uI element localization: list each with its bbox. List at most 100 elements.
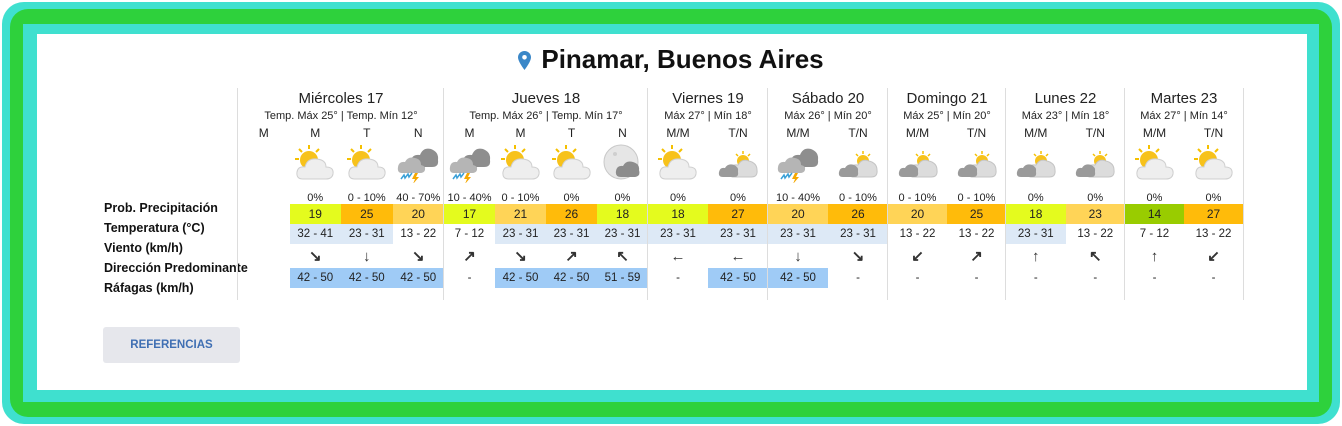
period-slot: T/N 0 - 10% 25 13 - 22 ↗ - (947, 124, 1006, 288)
gust-value: - (1033, 272, 1038, 284)
gust-value: 42 - 50 (289, 268, 341, 288)
period-label: T/N (1203, 126, 1224, 140)
wind-value: 13 - 22 (1195, 228, 1232, 240)
precip-value: 0 - 10% (501, 192, 540, 204)
day-column: Viernes 19 Máx 27° | Mín 18° M/M 0% 18 2… (647, 88, 768, 300)
gust-value: - (467, 272, 472, 284)
period-label: M (464, 126, 475, 140)
wind-direction-arrow-icon: ← (670, 248, 686, 265)
temp-value: 25 (947, 204, 1006, 224)
day-temps: Máx 27° | Mín 14° (1140, 110, 1228, 122)
weather-cloudy-sun-icon (1014, 143, 1058, 183)
period-label: M/M (905, 126, 930, 140)
wind-value: 23 - 31 (495, 224, 546, 244)
gust-value: 42 - 50 (495, 268, 546, 288)
day-name: Jueves 18 (511, 90, 581, 107)
temp-value: 25 (341, 204, 393, 224)
weather-storm-icon (396, 143, 440, 183)
period-label: T/N (728, 126, 748, 140)
wind-direction-arrow-icon: ↓ (794, 248, 802, 265)
weather-sun-cloud-icon (550, 143, 594, 183)
period-slot: T/N 0% 23 13 - 22 ↖ - (1065, 124, 1125, 288)
wind-direction-arrow-icon: ↑ (1032, 248, 1040, 265)
weather-sun-cloud-icon (499, 143, 543, 183)
precip-value: 0% (670, 192, 686, 204)
gust-value: - (676, 272, 680, 284)
wind-direction-arrow-icon: ↓ (363, 248, 371, 265)
precip-value: 0% (730, 192, 746, 204)
period-label: M (258, 126, 269, 140)
precip-value: 0% (1146, 192, 1163, 204)
day-column: Miércoles 17 Temp. Máx 25° | Temp. Mín 1… (237, 88, 444, 300)
temp-value: 18 (1006, 204, 1066, 224)
references-button[interactable]: REFERENCIAS (103, 327, 240, 363)
gust-value: - (915, 272, 920, 284)
label-gusts: Ráfagas (km/h) (104, 281, 194, 295)
precip-value: 10 - 40% (447, 192, 492, 204)
wind-value: 23 - 31 (546, 224, 597, 244)
period-slot: T/N 0% 27 13 - 22 ↙ - (1184, 124, 1243, 288)
precip-value: 0% (1087, 192, 1104, 204)
temp-value: 23 (1065, 204, 1125, 224)
temp-value: 26 (828, 204, 888, 224)
temp-value (238, 204, 290, 224)
precip-value: 0 - 10% (957, 192, 996, 204)
wind-direction-arrow-icon: ↖ (616, 248, 629, 265)
day-column: Domingo 21 Máx 25° | Mín 20° M/M 0 - 10%… (887, 88, 1006, 300)
page-title: Pinamar, Buenos Aires (0, 44, 1342, 75)
wind-direction-arrow-icon: ← (730, 248, 746, 265)
day-column: Sábado 20 Máx 26° | Mín 20° M/M 10 - 40%… (767, 88, 888, 300)
wind-direction-arrow-icon: ↘ (851, 248, 865, 265)
weather-sun-cloud-icon (1192, 143, 1236, 183)
wind-direction-arrow-icon: ↗ (970, 248, 983, 265)
day-name: Martes 23 (1150, 90, 1218, 107)
wind-value: 23 - 31 (597, 224, 648, 244)
gust-value: 42 - 50 (392, 268, 444, 288)
temp-value: 27 (708, 204, 768, 224)
label-wind: Viento (km/h) (104, 241, 183, 255)
period-label: M (515, 126, 526, 140)
wind-value: 23 - 31 (828, 224, 888, 244)
day-name: Viernes 19 (672, 90, 744, 107)
weather-moon-cloud-icon (601, 143, 645, 183)
period-label: M/M (786, 126, 810, 140)
temp-value: 20 (392, 204, 444, 224)
period-slot: M 10 - 40% 17 7 - 12 ↗ - (444, 124, 495, 288)
weather-cloudy-sun-icon (1073, 143, 1117, 183)
label-precip: Prob. Precipitación (104, 201, 218, 215)
wind-value: 32 - 41 (289, 224, 341, 244)
period-slot: M 0 - 10% 21 23 - 31 ↘ 42 - 50 (495, 124, 546, 288)
period-slot: N 40 - 70% 20 13 - 22 ↘ 42 - 50 (392, 124, 444, 288)
day-name: Miércoles 17 (298, 90, 384, 107)
day-name: Lunes 22 (1034, 90, 1097, 107)
temp-value: 27 (1184, 204, 1243, 224)
period-slot: M/M 0% 18 23 - 31 ↑ - (1006, 124, 1066, 288)
wind-value: 7 - 12 (454, 228, 485, 240)
period-slot: M/M 0% 14 7 - 12 ↑ - (1125, 124, 1184, 288)
label-direction: Dirección Predominante (104, 261, 248, 275)
weather-cloudy-sun-icon (896, 143, 940, 183)
temp-value: 20 (768, 204, 828, 224)
weather-cloudy-sun-icon (716, 143, 760, 183)
day-name: Domingo 21 (906, 90, 988, 107)
temp-value: 18 (648, 204, 708, 224)
day-column: Martes 23 Máx 27° | Mín 14° M/M 0% 14 7 … (1124, 88, 1244, 300)
weather-cloudy-sun-icon (836, 143, 880, 183)
precip-value (238, 186, 290, 204)
wind-value: 23 - 31 (648, 224, 708, 244)
wind-direction-arrow-icon: ↙ (911, 248, 924, 265)
gust-value (238, 268, 290, 288)
day-temps: Máx 23° | Mín 18° (1021, 110, 1110, 122)
temp-value: 19 (289, 204, 341, 224)
period-slot: N 0% 18 23 - 31 ↖ 51 - 59 (597, 124, 648, 288)
precip-value: 0 - 10% (898, 192, 937, 204)
precip-value: 0% (563, 192, 580, 204)
period-label: M (310, 126, 321, 140)
wind-direction-arrow-icon: ↘ (308, 248, 322, 265)
day-column: Lunes 22 Máx 23° | Mín 18° M/M 0% 18 23 … (1005, 88, 1125, 300)
period-slot: T/N 0% 27 23 - 31 ← 42 - 50 (708, 124, 768, 288)
period-label: M/M (1142, 126, 1167, 140)
wind-value: 13 - 22 (400, 228, 437, 240)
wind-value (238, 224, 290, 244)
wind-direction-arrow-icon (238, 244, 290, 268)
